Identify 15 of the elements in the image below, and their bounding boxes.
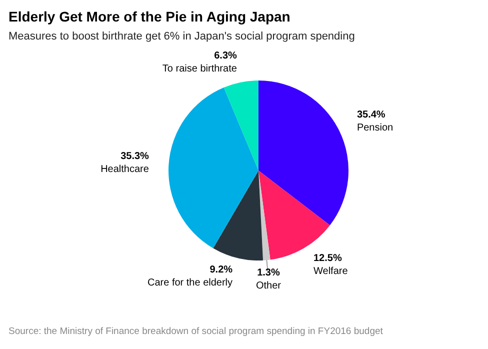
- data-label: 35.4%: [356, 109, 386, 120]
- data-label: 6.3%: [214, 50, 238, 62]
- slice-label: To raise birthrate: [162, 63, 238, 74]
- chart-title: Elderly Get More of the Pie in Aging Japan: [8, 8, 290, 24]
- data-label: 12.5%: [314, 253, 342, 264]
- slice-label: Care for the elderly: [147, 278, 233, 289]
- slice-label: Welfare: [314, 266, 348, 278]
- slice-label: Healthcare: [100, 164, 150, 175]
- data-label: 9.2%: [210, 264, 233, 276]
- source-note: Source: the Ministry of Finance breakdown of social program spending in FY2016 budget: [8, 326, 384, 337]
- chart-subtitle: Measures to boost birthrate get 6% in Japan's social program spending: [8, 30, 355, 42]
- slice-label: Pension: [356, 122, 394, 134]
- data-label: 35.3%: [120, 150, 150, 162]
- data-label: 1.3%: [257, 267, 280, 278]
- slice-label: Other: [256, 280, 282, 292]
